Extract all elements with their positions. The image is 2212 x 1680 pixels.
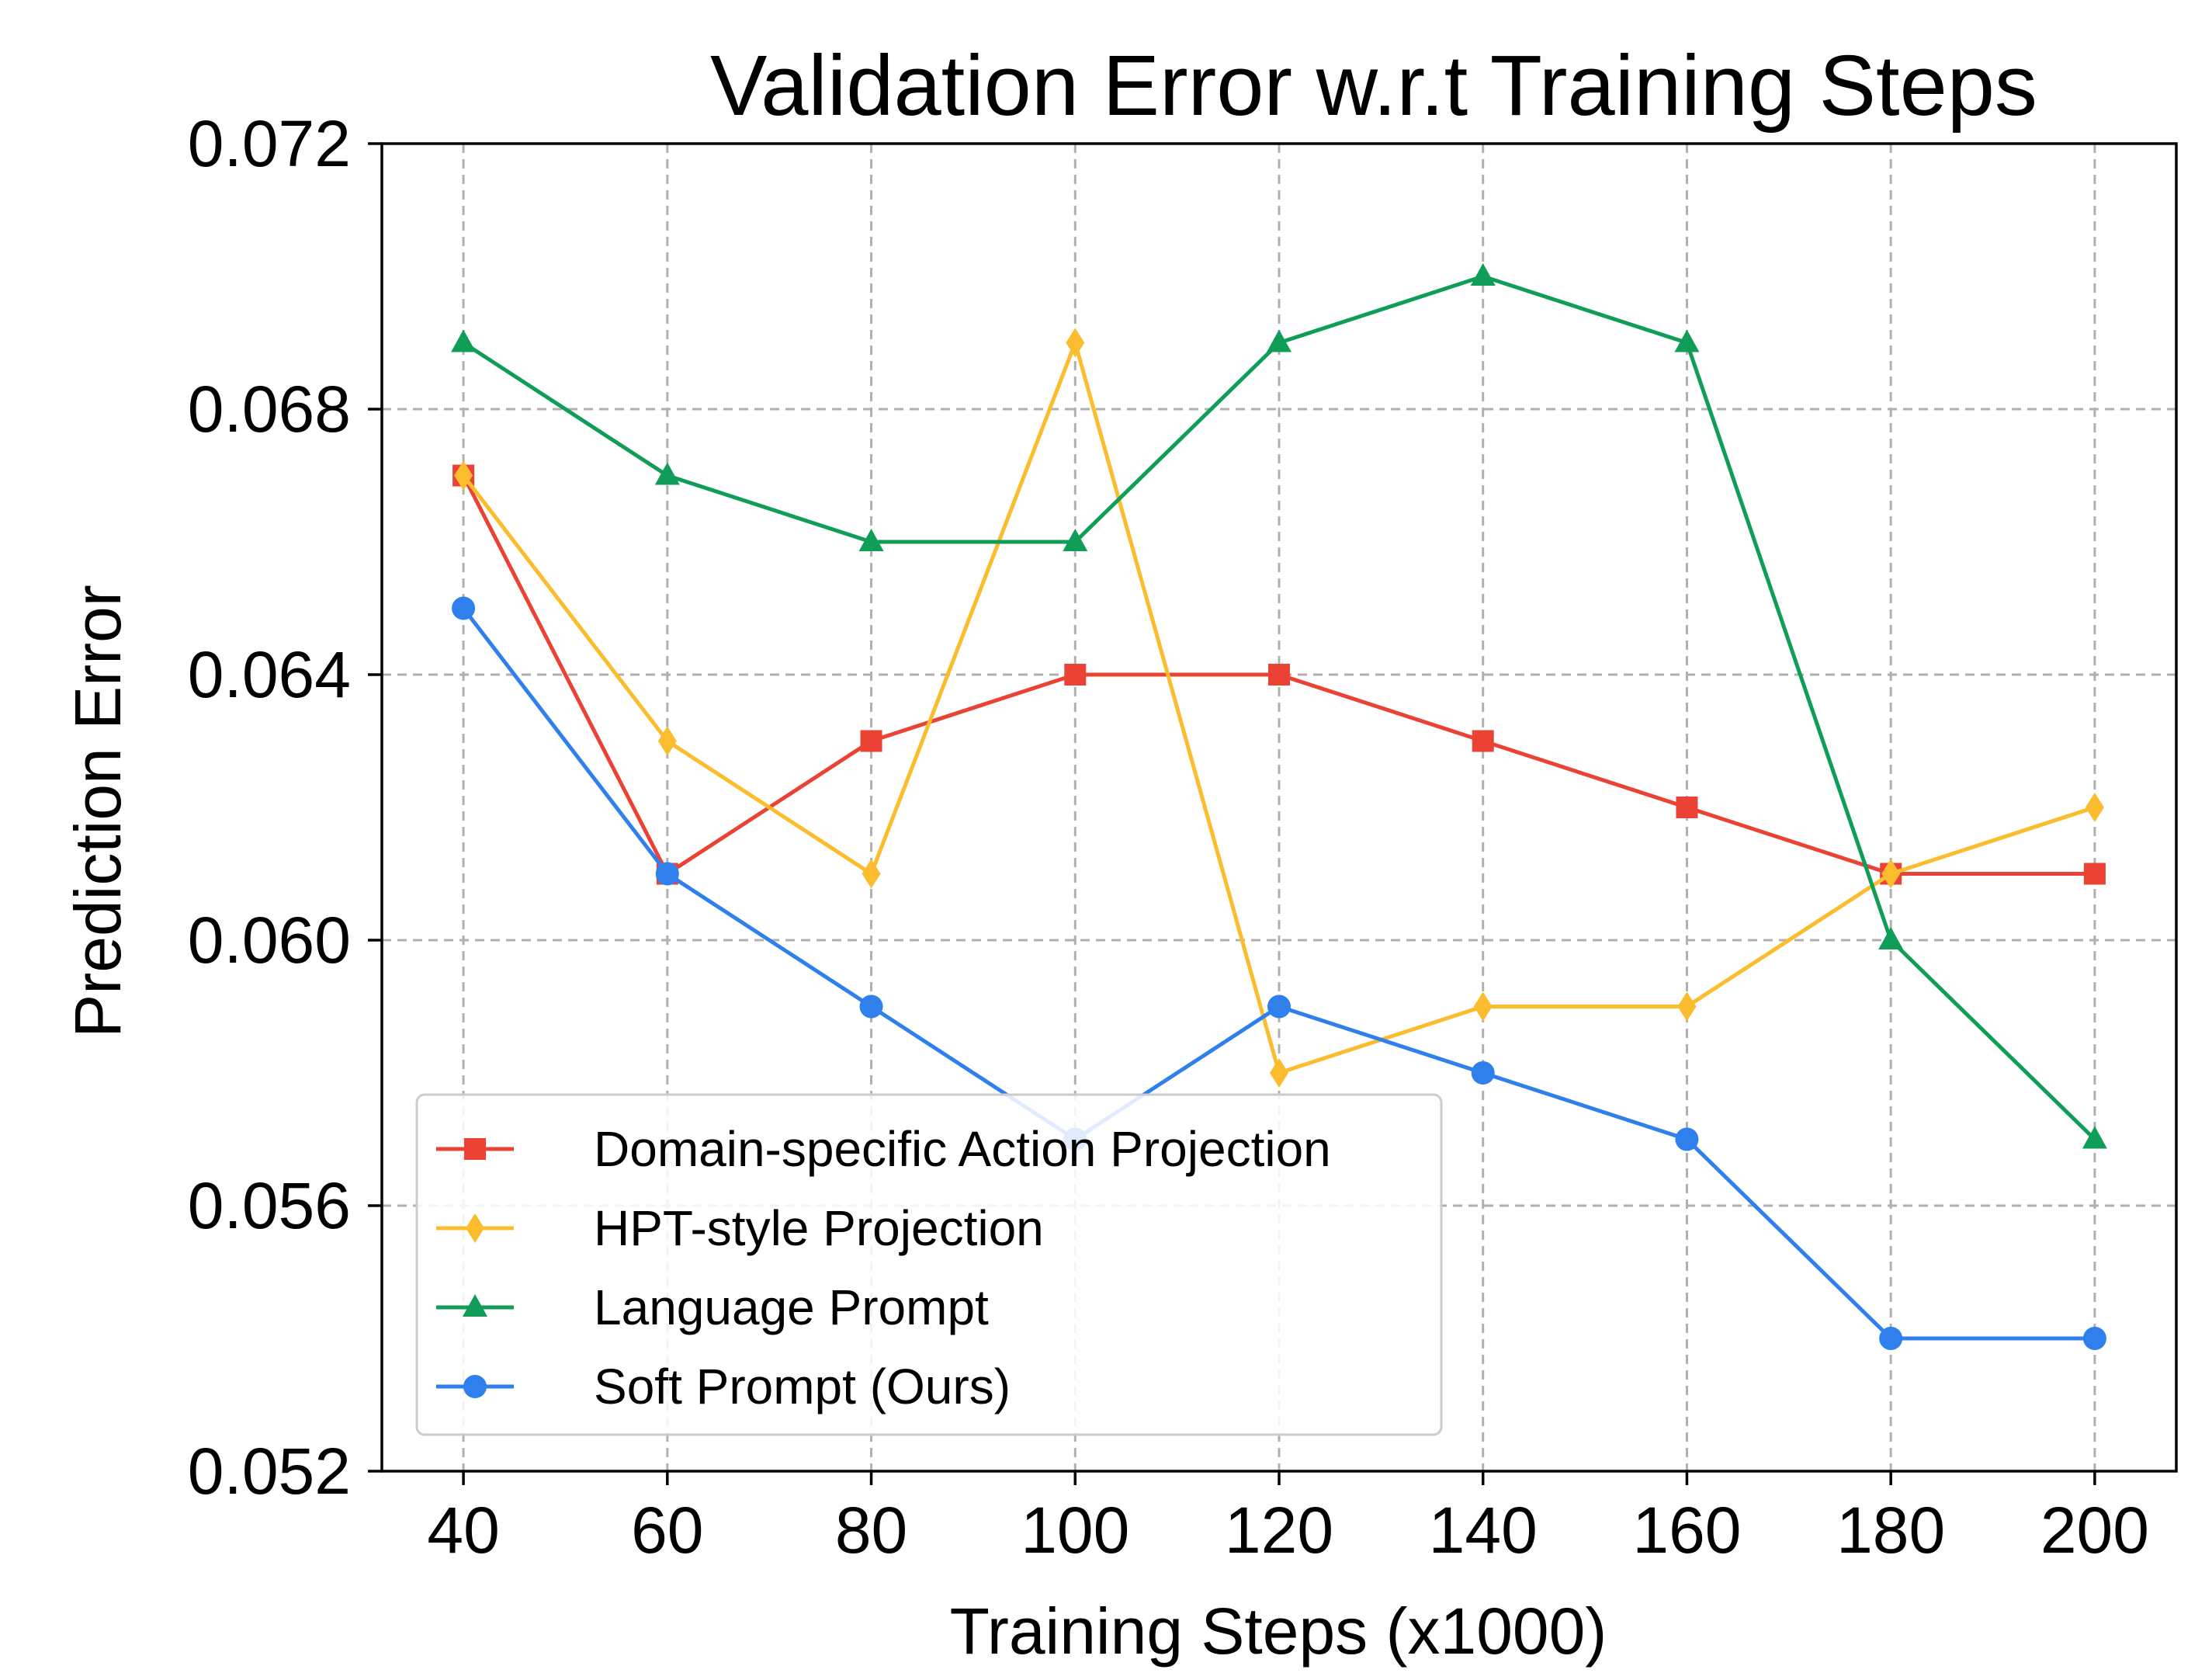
data-point: [859, 994, 883, 1019]
x-tick-label: 180: [1836, 1494, 1945, 1567]
data-point: [1473, 991, 1493, 1022]
data-point: [1881, 859, 1901, 889]
series-2: [451, 263, 2107, 1149]
data-point: [1267, 994, 1291, 1019]
x-axis-label: Training Steps (x1000): [950, 1595, 1607, 1668]
data-point: [1268, 664, 1290, 686]
data-point: [862, 859, 881, 889]
chart-title: Validation Error w.r.t Training Steps: [710, 38, 2037, 134]
data-point: [655, 862, 679, 886]
data-point: [860, 730, 882, 752]
data-point: [1063, 529, 1088, 551]
data-point: [1879, 1327, 1903, 1350]
data-point: [1270, 1058, 1288, 1088]
y-tick-label: 0.060: [188, 904, 351, 977]
legend-label: Language Prompt: [594, 1279, 989, 1335]
data-point: [1676, 797, 1698, 818]
data-point: [2082, 1126, 2107, 1149]
series-1: [454, 328, 2104, 1088]
data-point: [2083, 863, 2106, 885]
data-point: [451, 329, 477, 352]
data-point: [1674, 329, 1700, 352]
data-point: [1677, 991, 1697, 1022]
x-tick-label: 140: [1429, 1494, 1538, 1567]
x-tick-label: 120: [1225, 1494, 1333, 1567]
data-point: [2085, 793, 2104, 822]
data-point: [452, 596, 476, 620]
data-point: [454, 460, 473, 491]
data-point: [1064, 664, 1087, 686]
legend-box: [415, 1093, 1443, 1436]
legend-marker: [463, 1375, 487, 1398]
legend-item: Domain-specific Action Projection: [436, 1121, 1331, 1177]
legend-marker: [466, 1213, 484, 1243]
x-tick-label: 80: [835, 1494, 907, 1567]
data-point: [654, 462, 680, 485]
data-point: [1470, 263, 1496, 286]
legend: Domain-specific Action Projection HPT-sty…: [415, 1093, 1443, 1436]
y-tick-label: 0.052: [188, 1435, 351, 1508]
data-point: [2082, 1327, 2106, 1350]
y-tick-label: 0.056: [188, 1169, 351, 1242]
series-group: [451, 263, 2107, 1350]
y-tick-label: 0.068: [188, 373, 351, 446]
x-tick-label: 200: [2040, 1494, 2149, 1567]
x-tick-label: 40: [427, 1494, 499, 1567]
legend-marker: [463, 1294, 487, 1317]
data-point: [1267, 329, 1291, 352]
y-tick-label: 0.064: [188, 638, 351, 711]
x-tick-label: 100: [1021, 1494, 1129, 1567]
data-point: [1066, 328, 1085, 358]
y-axis-label: Prediction Error: [61, 585, 134, 1038]
legend-label: Domain-specific Action Projection: [594, 1121, 1331, 1177]
data-point: [657, 726, 677, 756]
legend-item: Language Prompt: [436, 1279, 989, 1335]
data-point: [1472, 730, 1494, 752]
axis-ticks: 40 60 80 100 120 140 160 180 200 0.052 0.056 0.060 0…: [188, 107, 2149, 1567]
legend-item: Soft Prompt (Ours): [436, 1359, 1011, 1414]
legend-marker: [464, 1138, 486, 1160]
data-point: [858, 529, 884, 551]
legend-label: HPT-style Projection: [594, 1200, 1044, 1256]
data-point: [1675, 1127, 1699, 1151]
data-point: [1471, 1061, 1495, 1085]
x-tick-label: 60: [631, 1494, 703, 1567]
data-point: [1878, 927, 1904, 949]
y-tick-label: 0.072: [188, 107, 351, 180]
legend-label: Soft Prompt (Ours): [594, 1359, 1011, 1414]
legend-item: HPT-style Projection: [436, 1200, 1044, 1256]
x-tick-label: 160: [1632, 1494, 1741, 1567]
